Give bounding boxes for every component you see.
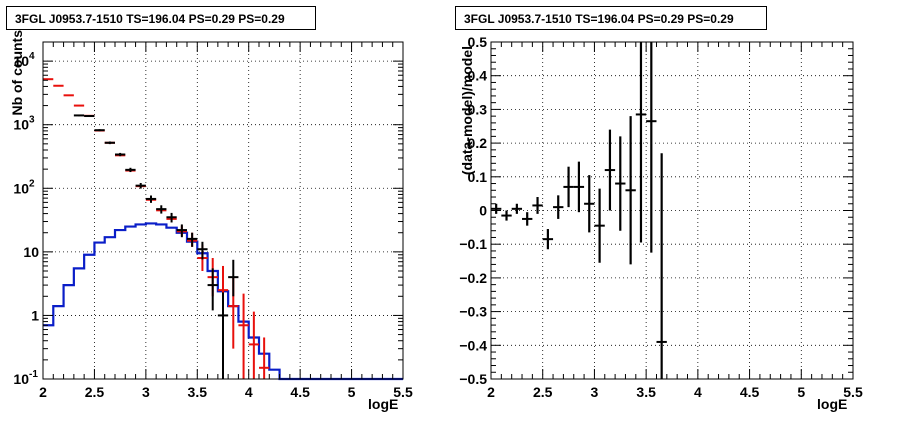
left-x-tick-label: 2.5 <box>85 384 105 400</box>
right-y-tick-label: 0.4 <box>468 68 488 84</box>
left-x-tick-label: 5 <box>348 384 356 400</box>
right-y-tick-label: 0.1 <box>468 169 488 185</box>
left-x-tick-label: 5.5 <box>393 384 413 400</box>
left-y-tick-label: 10 <box>13 180 29 196</box>
left-x-tick-label: 3.5 <box>188 384 208 400</box>
left-plot-frame <box>42 41 404 380</box>
left-series-marks <box>43 78 403 381</box>
right-x-tick-label: 3 <box>591 384 599 400</box>
left-x-axis-title: logE <box>368 396 399 412</box>
left-y-tick-label: 10 <box>13 371 29 387</box>
right-series-marks <box>491 42 667 379</box>
right-y-tick-label: −0.5 <box>459 371 487 387</box>
right-x-tick-label: 2.5 <box>533 384 553 400</box>
right-x-tick-label: 2 <box>487 384 495 400</box>
right-y-tick-label: −0.1 <box>459 236 487 252</box>
right-chart-title: 3FGL J0953.7-1510 TS=196.04 PS=0.29 PS=0… <box>455 6 767 30</box>
left-y-tick-exponent: 4 <box>29 51 35 62</box>
left-y-axis-title: Nb of counts <box>9 30 25 116</box>
left-y-tick-label: 10 <box>13 53 29 69</box>
right-axes: 2 2.5 3 3.5 4 4.5 5 5.5 −0.5 −0.4 −0.3 −0.2 −0.1 0 0.1… <box>459 34 863 400</box>
right-y-tick-label: 0.5 <box>468 34 488 50</box>
model-histogram-blue <box>43 222 403 381</box>
left-y-tick-label: 1 <box>31 307 39 323</box>
right-x-tick-label: 5 <box>797 384 805 400</box>
left-y-tick-label: 10 <box>23 244 39 260</box>
right-plot-frame <box>490 41 854 380</box>
left-y-tick-exponent: -1 <box>29 369 38 380</box>
right-y-tick-label: 0.3 <box>468 101 488 117</box>
right-y-tick-label: −0.2 <box>459 270 487 286</box>
left-y-tick-exponent: 2 <box>29 178 35 189</box>
right-y-tick-label: 0.2 <box>468 135 488 151</box>
right-x-tick-label: 4.5 <box>740 384 760 400</box>
right-y-axis-title: (data-model)/model <box>459 46 475 176</box>
right-x-axis-title: logE <box>817 396 848 412</box>
left-y-tick-exponent: 3 <box>29 115 35 126</box>
right-x-tick-label: 3.5 <box>636 384 656 400</box>
left-x-tick-label: 4 <box>245 384 253 400</box>
left-x-tick-label: 3 <box>142 384 150 400</box>
right-x-tick-label: 5.5 <box>843 384 863 400</box>
right-y-tick-label: −0.3 <box>459 304 487 320</box>
left-chart-title: 3FGL J0953.7-1510 TS=196.04 PS=0.29 PS=0… <box>6 6 316 30</box>
left-x-tick-label: 2 <box>39 384 47 400</box>
left-x-tick-label: 4.5 <box>290 384 310 400</box>
left-y-tick-label: 10 <box>13 117 29 133</box>
right-x-tick-label: 4 <box>694 384 702 400</box>
right-y-tick-label: 0 <box>479 203 487 219</box>
right-y-tick-label: −0.4 <box>459 337 487 353</box>
